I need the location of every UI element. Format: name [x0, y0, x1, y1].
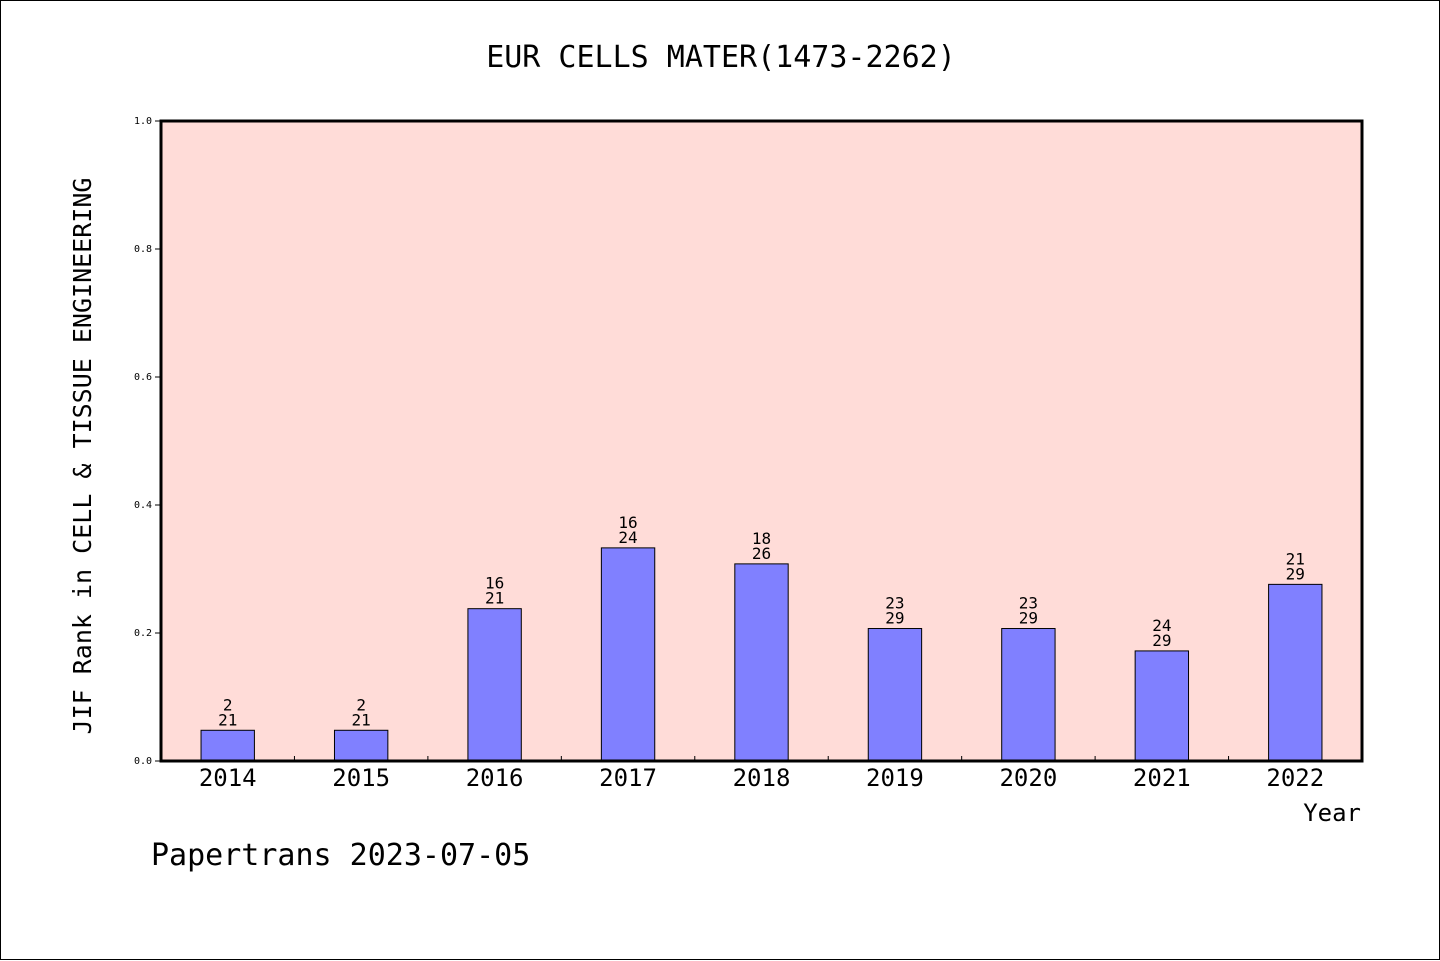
bar-2015	[333, 729, 389, 762]
y-tick-label: 0.2	[134, 628, 152, 639]
bar-rank-label: 24	[1152, 616, 1171, 635]
bar-rank-label: 16	[618, 513, 637, 532]
x-tick-label: 2022	[1266, 764, 1324, 792]
x-axis-ticks: 2014 2015 2016 2017 2018 2019 2020 2021 2022	[199, 756, 1324, 792]
bar-total-label: 29	[1019, 609, 1038, 628]
bar-2021	[1134, 650, 1190, 762]
bar-2019	[867, 628, 923, 762]
bar-total-label: 29	[1152, 631, 1171, 650]
x-tick-label: 2017	[599, 764, 657, 792]
bar-2022	[1268, 583, 1323, 762]
chart-title: EUR CELLS MATER(1473-2262)	[486, 40, 956, 75]
bar-rank-label: 16	[485, 574, 504, 593]
bar-total-label: 26	[752, 544, 771, 563]
bar-2016	[467, 608, 522, 762]
x-tick-label: 2014	[199, 764, 257, 792]
bar-2020	[1001, 628, 1056, 762]
bar-rank-label: 2	[223, 695, 233, 714]
x-tick-label: 2015	[332, 764, 390, 792]
bar-total-label: 29	[885, 609, 904, 628]
plot-border	[159, 119, 1364, 763]
bar-total-label: 21	[352, 710, 371, 729]
x-axis-label: Year	[1303, 799, 1361, 827]
footer-credit: Papertrans 2023-07-05	[151, 838, 530, 873]
y-tick-label: 0.4	[134, 500, 152, 511]
x-tick-label: 2020	[999, 764, 1057, 792]
bar-rank-label: 23	[1019, 594, 1038, 613]
bar-rank-label: 21	[1286, 549, 1305, 568]
x-tick-label: 2019	[866, 764, 924, 792]
y-tick-label: 0.0	[134, 756, 152, 767]
bar-total-label: 24	[618, 528, 637, 547]
bar-rank-label: 18	[752, 529, 771, 548]
y-axis-label: JIF Rank in CELL & TISSUE ENGINEERING	[68, 178, 97, 735]
bar-total-label: 21	[485, 589, 504, 608]
y-axis-ticks: 0.0 0.2 0.4 0.6 0.8 1.0	[134, 116, 161, 767]
bar-rank-label: 2	[356, 695, 366, 714]
y-tick-label: 0.6	[134, 372, 152, 383]
bar-2014	[200, 729, 255, 762]
bar-series	[200, 547, 1323, 762]
bar-total-label: 29	[1286, 564, 1305, 583]
y-tick-label: 0.8	[134, 244, 152, 255]
bar-2017	[600, 547, 656, 762]
bar-rank-label: 23	[885, 594, 904, 613]
x-tick-label: 2018	[733, 764, 791, 792]
bar-total-label: 21	[218, 710, 237, 729]
bar-2018	[734, 563, 789, 762]
y-tick-label: 1.0	[134, 116, 152, 127]
x-tick-label: 2016	[466, 764, 524, 792]
x-tick-label: 2021	[1133, 764, 1191, 792]
